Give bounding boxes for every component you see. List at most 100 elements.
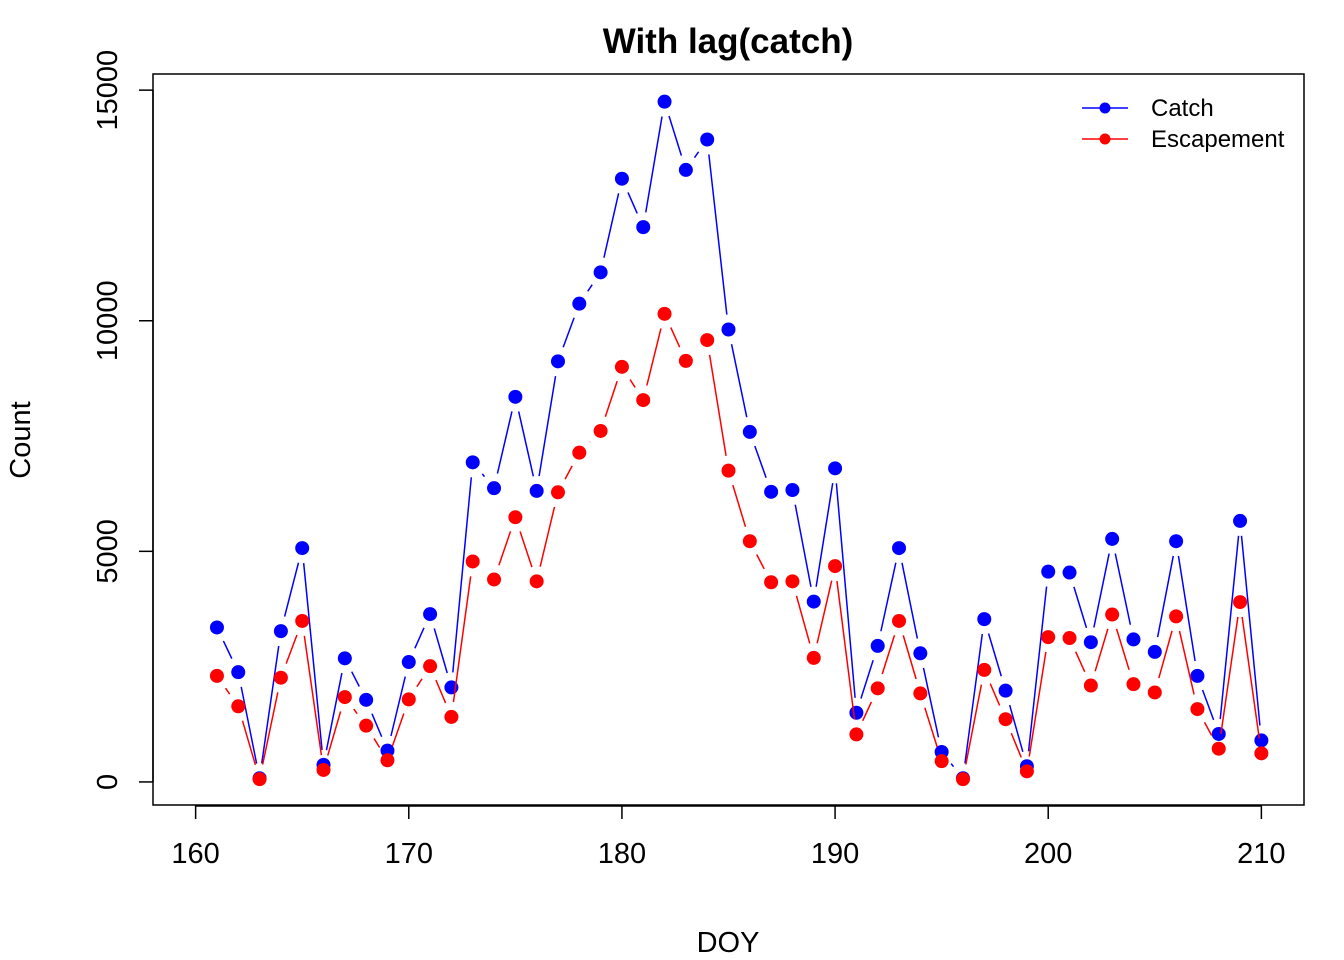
catch-line-segment [1240,535,1261,726]
legend-escapement-marker [1099,133,1111,145]
catch-point [359,692,374,707]
catch-line-segment [222,640,233,659]
escapement-line-segment [224,687,231,695]
catch-point [1126,632,1141,647]
escapement-point [273,670,288,685]
escapement-point [401,692,416,707]
catch-point [529,483,544,498]
escapement-point [1211,741,1226,756]
escapement-line-segment [881,635,896,675]
x-tick-label: 180 [598,838,646,870]
catch-line-segment [693,151,700,159]
catch-line-segment [517,411,535,477]
y-tick-label: 5000 [92,519,124,584]
legend-catch-label: Catch [1151,95,1214,122]
catch-point [870,638,885,653]
catch-line-segment [587,284,593,292]
catch-line-segment [433,628,448,674]
escapement-line-segment [564,465,573,480]
x-axis-title: DOY [697,927,760,959]
catch-point [1041,564,1056,579]
x-tick-label: 160 [171,838,219,870]
escapement-line-segment [435,679,447,704]
escapement-point [1083,678,1098,693]
escapement-point [1062,631,1077,646]
catch-point [1254,733,1269,748]
catch-line-segment [754,445,767,478]
catch-line-segment [950,763,955,768]
catch-point [1083,635,1098,650]
escapement-point [337,690,352,705]
catch-line-segment [1156,555,1175,638]
escapement-line-segment [416,678,423,688]
escapement-point [1233,595,1248,610]
x-tick-label: 190 [811,838,859,870]
escapement-line-segment [965,684,983,765]
catch-point [614,171,629,186]
catch-point [231,665,246,680]
escapement-point [529,574,544,589]
catch-point [465,455,480,470]
escapement-line-segment [732,484,747,528]
catch-line-segment [562,317,575,348]
catch-point [337,651,352,666]
catch-point [849,705,864,720]
escapement-line-segment [1010,732,1022,758]
escapement-line-segment [519,531,533,568]
catch-line-segment [603,193,620,258]
catch-line-segment [1027,586,1048,752]
catch-point [806,594,821,609]
escapement-line-segment [902,635,917,680]
escapement-point [1041,630,1056,645]
legend: Catch Escapement [1082,95,1285,153]
catch-point [1190,668,1205,683]
catch-line-segment [627,192,638,214]
escapement-line-segment [285,634,298,664]
escapement-line-segment [498,531,512,566]
escapement-point [700,333,715,348]
escapement-point [231,699,246,714]
escapement-point [593,423,608,438]
series-catch [209,94,1269,786]
y-tick-label: 0 [92,774,124,790]
escapement-point [870,681,885,696]
escapement-line-segment [391,713,405,747]
escapement-point [849,727,864,742]
series-escapement [209,306,1269,787]
x-tick-label: 170 [385,838,433,870]
catch-point [1062,565,1077,580]
escapement-point [1105,607,1120,622]
escapement-line-segment [1220,616,1239,734]
catch-point [678,162,693,177]
catch-line-segment [1177,555,1196,662]
catch-line-segment [730,344,748,418]
catch-line-segment [302,562,323,751]
escapement-point [934,754,949,769]
y-tick-label: 15000 [92,50,124,131]
catch-point [913,646,928,661]
catch-line-segment [815,483,834,587]
escapement-point [657,306,672,321]
escapement-point [764,575,779,590]
catch-point [550,354,565,369]
catch-line-segment [1114,553,1132,625]
escapement-line-segment [373,738,381,748]
catch-line-segment [240,686,258,764]
escapement-point [380,753,395,768]
escapement-point [636,393,651,408]
catch-point [998,683,1013,698]
escapement-point [892,613,907,628]
catch-line-segment [1073,586,1088,629]
escapement-point [977,662,992,677]
escapement-line-segment [862,701,873,722]
catch-point [508,389,523,404]
catch-point [401,655,416,670]
escapement-line-segment [1074,651,1086,673]
catch-point [209,620,224,635]
escapement-point [1019,764,1034,779]
catch-line-segment [922,667,940,738]
escapement-point [913,686,928,701]
